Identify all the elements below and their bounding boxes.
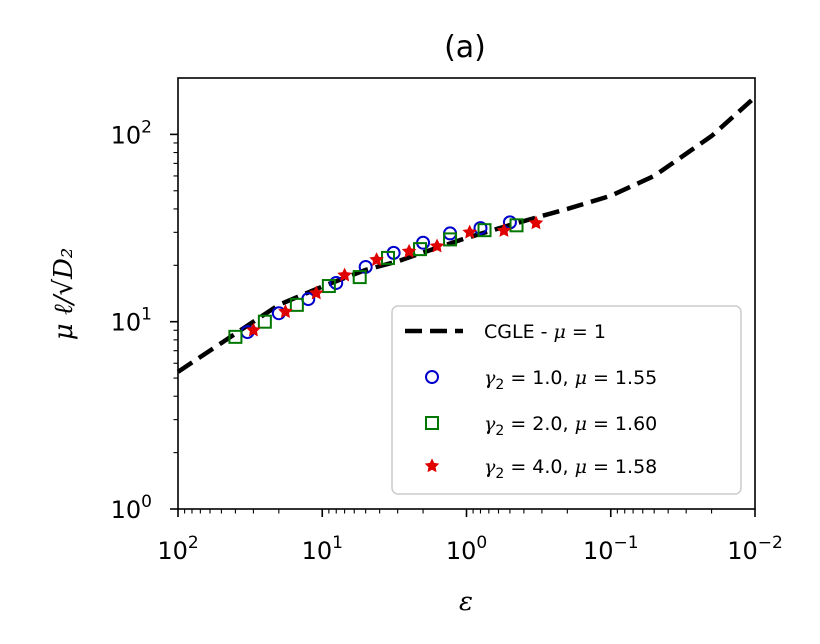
data-point-star-6 xyxy=(429,238,445,253)
y-axis-title-group: μ ℓ/√D₂ xyxy=(49,248,79,341)
data-point-star-1 xyxy=(278,304,293,318)
x-tick-label-0: 102 xyxy=(157,533,198,565)
x-tick-label-3: 10−1 xyxy=(583,533,639,565)
data-point-square-8 xyxy=(477,223,492,238)
data-point-star-2 xyxy=(309,285,324,300)
data-point-square-3 xyxy=(321,279,336,294)
x-tick-label-4: 10−2 xyxy=(727,533,783,565)
data-point-square-0 xyxy=(228,329,243,344)
legend-swatch-square xyxy=(425,416,439,430)
legend-label-3: γ2 = 4.0, μ = 1.58 xyxy=(484,456,657,482)
x-tick-label-2: 100 xyxy=(446,533,487,565)
y-tick-label-2: 102 xyxy=(111,117,152,149)
data-point-circle-8 xyxy=(473,221,488,236)
series-layer xyxy=(176,95,757,374)
series-2 xyxy=(228,218,524,344)
ticks-layer: 102 101 100 10−1 10−2 100 101 102 xyxy=(111,117,783,565)
legend-swatch-star xyxy=(424,458,440,473)
legend-label-1: γ2 = 1.0, μ = 1.55 xyxy=(484,367,657,393)
data-point-star-9 xyxy=(528,215,544,230)
y-tick-label-0: 100 xyxy=(111,492,152,524)
legend-label-2: γ2 = 2.0, μ = 1.60 xyxy=(484,413,657,439)
data-point-star-4 xyxy=(369,252,384,266)
data-point-star-8 xyxy=(496,223,512,237)
data-point-square-9 xyxy=(509,218,524,233)
data-point-circle-3 xyxy=(329,275,344,290)
legend: CGLE - μ = 1 γ2 = 1.0, μ = 1.55 γ2 = 2.0, … xyxy=(391,305,742,495)
y-tick-label-1: 101 xyxy=(111,305,152,337)
x-tick-label-1: 101 xyxy=(302,533,343,565)
data-point-circle-2 xyxy=(301,292,316,307)
data-point-square-2 xyxy=(289,297,304,312)
legend-items: CGLE - μ = 1 γ2 = 1.0, μ = 1.55 γ2 = 2.0, … xyxy=(405,321,657,482)
legend-box xyxy=(391,305,742,495)
data-point-square-7 xyxy=(443,232,458,247)
x-axis-title: ε xyxy=(459,587,473,617)
data-point-square-4 xyxy=(352,270,367,285)
data-point-star-3 xyxy=(337,267,352,282)
data-point-star-0 xyxy=(246,322,261,337)
chart-title: (a) xyxy=(444,30,486,65)
series-3 xyxy=(246,215,544,337)
data-point-square-1 xyxy=(257,314,272,329)
data-point-star-7 xyxy=(462,224,477,239)
legend-label-0: CGLE - μ = 1 xyxy=(484,321,606,343)
y-axis-title: μ ℓ/√D₂ xyxy=(49,248,79,341)
data-point-star-5 xyxy=(401,243,417,258)
legend-swatch-circle xyxy=(425,370,439,384)
